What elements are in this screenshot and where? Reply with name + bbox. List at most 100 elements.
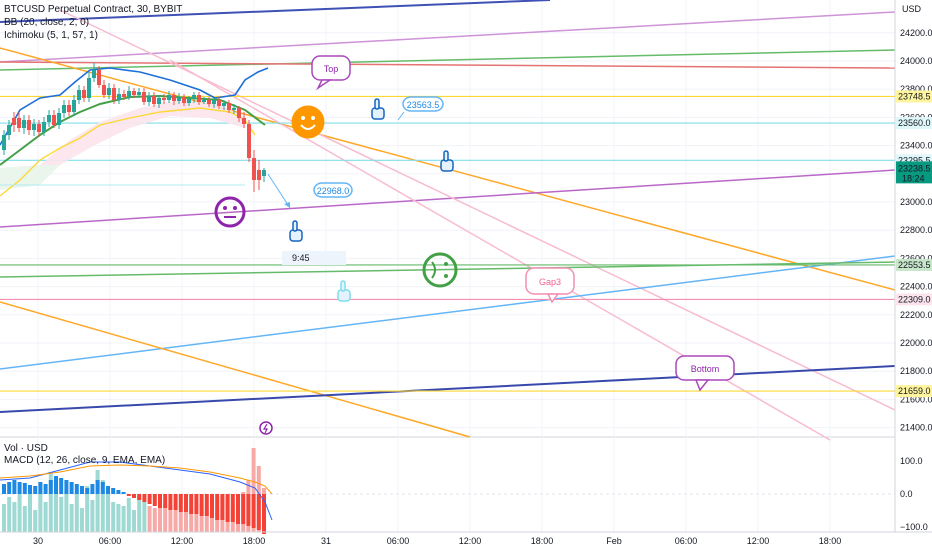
volume-bar <box>121 506 126 532</box>
legend-symbol[interactable]: BTCUSD Perpetual Contract, 30, BYBIT <box>4 4 183 15</box>
emoji-tilted-icon[interactable] <box>422 252 458 288</box>
last-price-tag[interactable] <box>896 161 932 184</box>
volume-bar <box>163 504 168 532</box>
legend-volume[interactable]: Vol · USD <box>4 443 48 454</box>
price-level-tag[interactable] <box>896 117 932 130</box>
volume-bar <box>28 494 32 532</box>
volume-bar <box>48 472 53 532</box>
candle-body <box>167 95 171 100</box>
event-lightning-circle <box>259 421 273 435</box>
macd-histogram-bar <box>262 494 266 534</box>
volume-bar <box>147 506 152 532</box>
macd-histogram-bar <box>2 484 6 494</box>
trendline-top-blue[interactable] <box>0 0 551 23</box>
macd-histogram-bar <box>210 494 214 518</box>
emoji-tilted-mouth <box>431 261 436 279</box>
macd-histogram-bar <box>33 486 38 494</box>
drawings-layer[interactable] <box>0 0 896 441</box>
candle-body <box>182 97 186 103</box>
candle-body <box>172 95 176 101</box>
candle-body <box>122 94 126 97</box>
price-level-tag[interactable] <box>896 258 932 271</box>
volume-bar <box>22 506 27 532</box>
trendline-lightblue[interactable] <box>0 255 896 370</box>
price-level-tag[interactable] <box>896 90 932 103</box>
macd-histogram-bar <box>64 480 69 494</box>
volume-bar <box>90 500 95 532</box>
price-tick-label: 22400.0 <box>900 282 932 292</box>
macd-histogram-bar <box>80 486 84 494</box>
trendline-purple-middle[interactable] <box>0 169 896 228</box>
annotations-layer[interactable]: Top Bottom Gap3 23563.5 22968.0 9:45 <box>214 55 735 435</box>
macd-histogram-bar <box>220 494 225 520</box>
trendline-green-upper[interactable] <box>0 49 896 71</box>
hand-pointer-icon-palm <box>440 159 454 172</box>
legend-bb[interactable]: BB (20, close, 2, 0) <box>4 17 90 28</box>
hand-pointer-icon[interactable] <box>337 280 351 302</box>
volume-bar <box>251 448 256 532</box>
volume-bar <box>199 504 204 532</box>
macd-histogram-bar <box>236 494 240 524</box>
price-axis[interactable]: USD24200.024000.023800.023600.023400.023… <box>894 0 932 550</box>
macd-histogram-bar <box>54 476 58 494</box>
volume-bar <box>126 498 131 532</box>
volume-bar <box>95 470 100 532</box>
time-axis[interactable]: 30 06:00 12:00 18:00 31 06:00 12:00 18:00 Feb 06:… <box>0 531 932 546</box>
volume-bar <box>85 486 90 532</box>
hand-pointer-icon[interactable] <box>440 150 454 172</box>
trendline-pink-channel-a[interactable] <box>59 9 896 411</box>
candle-body <box>42 122 46 132</box>
volume-bar <box>158 502 162 532</box>
callout-lower-line <box>267 173 291 209</box>
gap-callout[interactable]: Gap3 <box>525 267 575 295</box>
volume-bar <box>142 502 147 532</box>
macd-signal-line <box>0 464 273 495</box>
candle-body <box>52 115 56 125</box>
trendline-bottom-navy[interactable] <box>0 365 896 413</box>
macd-histogram-bar <box>69 482 74 494</box>
price-level-tag[interactable] <box>896 293 932 306</box>
price-level-tag-label: 22309.0 <box>898 294 931 304</box>
emoji-smile-icon[interactable] <box>291 105 325 139</box>
candle-body <box>107 88 111 95</box>
last-price-value: 23238.5 <box>898 163 931 173</box>
candle-body <box>152 96 156 104</box>
price-callout-lower[interactable]: 22968.0 <box>313 182 353 198</box>
bottom-callout[interactable]: Bottom <box>675 355 735 381</box>
macd-histogram-bar <box>225 494 230 522</box>
candle-body <box>102 85 106 95</box>
gap-callout-text: Gap3 <box>539 277 561 287</box>
hand-pointer-icon-finger <box>292 220 298 232</box>
event-lightning-icon[interactable] <box>259 421 273 435</box>
price-callout-upper[interactable]: 23563.5 <box>402 96 444 112</box>
candle-body <box>47 115 51 122</box>
macd-pane <box>0 448 895 534</box>
hand-pointer-icon[interactable] <box>289 220 303 242</box>
macd-tick-label: −100.0 <box>900 522 928 532</box>
legend-ichimoku[interactable]: Ichimoku (5, 1, 57, 1) <box>4 30 98 41</box>
candle-body <box>57 113 61 125</box>
volume-bar <box>173 510 178 532</box>
trendline-purple-upper[interactable] <box>0 11 896 63</box>
macd-histogram-bar <box>163 494 168 508</box>
volume-bar <box>111 502 116 532</box>
hand-pointer-icon[interactable] <box>371 98 385 120</box>
legend-macd[interactable]: MACD (12, 26, close, 9, EMA, EMA) <box>4 455 166 466</box>
trendline-orange-lower[interactable] <box>0 301 471 438</box>
price-level-tag[interactable] <box>896 385 932 398</box>
time-tick-label: 31 <box>321 536 331 546</box>
macd-histogram-bar <box>194 494 199 514</box>
candle-body <box>232 108 236 110</box>
macd-histogram-bar <box>106 486 110 494</box>
volume-bar <box>74 494 79 532</box>
trendline-red[interactable] <box>0 61 896 69</box>
emoji-neutral-icon[interactable] <box>214 196 246 228</box>
volume-bar <box>59 497 64 532</box>
candle-body <box>162 98 166 100</box>
price-tick-label: 23000.0 <box>900 197 932 207</box>
volume-bar <box>12 502 17 532</box>
top-callout[interactable]: Top <box>311 55 351 81</box>
candles-layer <box>2 63 266 192</box>
